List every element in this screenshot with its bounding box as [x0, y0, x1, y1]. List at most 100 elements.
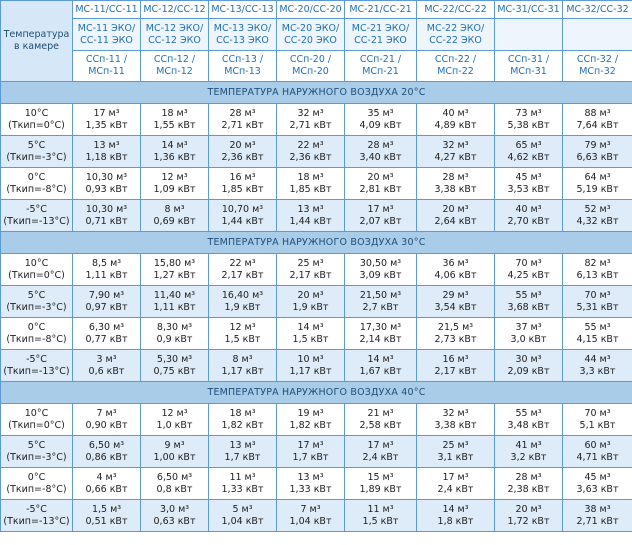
model-eco-text: СС-11 ЭКО	[80, 34, 133, 46]
model-eco-text: СС-20 ЭКО	[284, 34, 337, 46]
value-cell: 17 м³ 1,35 кВт	[72, 103, 141, 136]
volume: 25 м³	[297, 257, 324, 269]
volume: 17 м³	[297, 439, 324, 451]
row-label: 10°С (Ткип=0°С)	[0, 403, 73, 436]
value-cell: 28 м³ 2,71 кВт	[208, 103, 277, 136]
power: 2,38 кВт	[507, 483, 550, 495]
model-ssp-text: МСп-13	[224, 66, 261, 77]
volume: 7 м³	[96, 407, 117, 419]
value-cell: 88 м³ 7,64 кВт	[562, 103, 632, 136]
power: 1,04 кВт	[221, 515, 264, 527]
boiling-temp: (Ткип=0°С)	[8, 269, 65, 281]
volume: 20 м³	[229, 139, 256, 151]
power: 0,69 кВт	[153, 215, 196, 227]
value-cell: 21,5 м³ 2,73 кВт	[416, 317, 495, 350]
power: 4,15 кВт	[576, 333, 619, 345]
volume: 21,50 м³	[359, 289, 402, 301]
volume: 36 м³	[442, 257, 469, 269]
value-cell: 12 м³ 1,09 кВт	[140, 167, 209, 200]
value-cell: 30 м³ 2,09 кВт	[494, 349, 563, 382]
volume: 20 м³	[515, 503, 542, 515]
volume: 55 м³	[515, 289, 542, 301]
section-title-text: ТЕМПЕРАТУРА НАРУЖНОГО ВОЗДУХА 40°С	[207, 386, 426, 398]
power: 2,17 кВт	[289, 269, 332, 281]
value-cell: 3 м³ 0,6 кВт	[72, 349, 141, 382]
power: 1,44 кВт	[221, 215, 264, 227]
volume: 11 м³	[367, 503, 394, 515]
volume: 28 м³	[515, 471, 542, 483]
model-name: МС-21/СС-21	[344, 0, 417, 19]
section-title: ТЕМПЕРАТУРА НАРУЖНОГО ВОЗДУХА 40°С	[0, 381, 632, 404]
model-eco: МС-21 ЭКО/СС-21 ЭКО	[344, 18, 417, 51]
power: 1,27 кВт	[153, 269, 196, 281]
power: 1,09 кВт	[153, 183, 196, 195]
model-name-text: МС-12/СС-12	[143, 3, 206, 15]
value-cell: 10 м³ 1,17 кВт	[276, 349, 345, 382]
power: 2,71 кВт	[221, 119, 264, 131]
model-name: МС-32/СС-32	[562, 0, 632, 19]
power: 2,73 кВт	[434, 333, 477, 345]
volume: 6,50 м³	[156, 471, 193, 483]
model-eco-text: МС-13 ЭКО/	[213, 22, 272, 34]
value-cell: 15 м³ 1,89 кВт	[344, 467, 417, 500]
section-row: ТЕМПЕРАТУРА НАРУЖНОГО ВОЗДУХА 30°С	[0, 231, 632, 254]
chamber-temp: -5°С	[26, 203, 47, 215]
value-cell: 45 м³ 3,53 кВт	[494, 167, 563, 200]
power: 0,71 кВт	[85, 215, 128, 227]
volume: 8 м³	[164, 203, 185, 215]
value-cell: 45 м³ 3,63 кВт	[562, 467, 632, 500]
power: 0,77 кВт	[85, 333, 128, 345]
value-cell: 28 м³ 3,38 кВт	[416, 167, 495, 200]
volume: 14 м³	[161, 139, 188, 151]
power: 2,7 кВт	[362, 301, 399, 313]
volume: 17,30 м³	[359, 321, 402, 333]
volume: 32 м³	[442, 139, 469, 151]
value-cell: 55 м³ 4,15 кВт	[562, 317, 632, 350]
row-label: 5°С (Ткип=-3°С)	[0, 285, 73, 318]
header-row: ССп-11 /МСп-11 ССп-12 /МСп-12 ССп-13 /МСп-…	[1, 50, 632, 82]
value-cell: 13 м³ 1,7 кВт	[208, 435, 277, 468]
volume: 16 м³	[229, 171, 256, 183]
model-ssp-text: МСп-32	[579, 66, 616, 77]
volume: 19 м³	[297, 407, 324, 419]
power: 0,97 кВт	[85, 301, 128, 313]
row-label: -5°С (Ткип=-13°С)	[0, 199, 73, 232]
power: 3,63 кВт	[576, 483, 619, 495]
power: 3,0 кВт	[510, 333, 547, 345]
value-cell: 13 м³ 1,44 кВт	[276, 199, 345, 232]
value-cell: 17 м³ 1,7 кВт	[276, 435, 345, 468]
power: 2,70 кВт	[507, 215, 550, 227]
power: 1,82 кВт	[221, 419, 264, 431]
value-cell: 25 м³ 3,1 кВт	[416, 435, 495, 468]
power: 1,44 кВт	[289, 215, 332, 227]
volume: 14 м³	[297, 321, 324, 333]
data-row: 10°С (Ткип=0°С) 17 м³ 1,35 кВт 18 м³ 1,55 кВт…	[0, 103, 632, 136]
value-cell: 11,40 м³ 1,11 кВт	[140, 285, 209, 318]
power: 1,55 кВт	[153, 119, 196, 131]
value-cell: 1,5 м³ 0,51 кВт	[72, 499, 141, 532]
model-eco-text: МС-12 ЭКО/	[145, 22, 204, 34]
value-cell: 40 м³ 4,89 кВт	[416, 103, 495, 136]
value-cell: 18 м³ 1,82 кВт	[208, 403, 277, 436]
volume: 3,0 м³	[159, 503, 190, 515]
volume: 17 м³	[367, 203, 394, 215]
model-name: МС-22/СС-22	[416, 0, 495, 19]
model-eco	[562, 18, 632, 51]
volume: 22 м³	[229, 257, 256, 269]
power: 1,5 кВт	[292, 333, 329, 345]
value-cell: 20 м³ 1,72 кВт	[494, 499, 563, 532]
volume: 3 м³	[96, 353, 117, 365]
value-cell: 32 м³ 4,27 кВт	[416, 135, 495, 168]
value-cell: 37 м³ 3,0 кВт	[494, 317, 563, 350]
power: 1,04 кВт	[289, 515, 332, 527]
value-cell: 55 м³ 3,48 кВт	[494, 403, 563, 436]
capacity-table: Температура в камере МС-11/СС-11 МС-12/СС-…	[0, 0, 632, 532]
volume: 15 м³	[367, 471, 394, 483]
volume: 28 м³	[442, 171, 469, 183]
chamber-temp: 0°С	[27, 171, 46, 183]
volume: 22 м³	[297, 139, 324, 151]
data-row: -5°С (Ткип=-13°С) 3 м³ 0,6 кВт 5,30 м³ 0,75 к…	[0, 349, 632, 382]
chamber-temp: 10°С	[24, 407, 49, 419]
power: 4,71 кВт	[576, 451, 619, 463]
